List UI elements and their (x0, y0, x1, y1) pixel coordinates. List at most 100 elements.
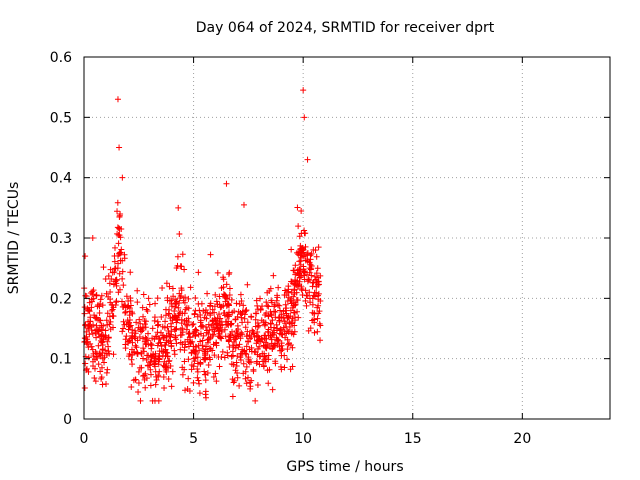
data-point (185, 295, 192, 302)
data-point (124, 317, 131, 324)
data-point (108, 276, 115, 283)
data-point (298, 208, 305, 215)
data-point (106, 280, 113, 287)
data-point (92, 378, 99, 385)
y-tick-label: 0 (63, 412, 72, 428)
data-point (177, 308, 184, 315)
data-point (115, 231, 122, 238)
data-point (114, 208, 121, 215)
data-point (272, 358, 279, 365)
data-point (209, 306, 216, 313)
data-point (143, 306, 150, 313)
y-tick-label: 0.6 (50, 50, 72, 66)
data-point (103, 290, 110, 297)
data-point (114, 224, 121, 231)
data-point (85, 354, 92, 361)
data-point (204, 309, 211, 316)
x-tick-label: 10 (294, 431, 312, 447)
data-point (141, 376, 148, 383)
data-point (149, 335, 156, 342)
data-point (142, 318, 149, 325)
data-point (288, 300, 295, 307)
data-point (111, 253, 118, 259)
data-point (86, 331, 93, 338)
data-point (246, 346, 253, 353)
data-point (105, 334, 112, 341)
data-point (283, 330, 290, 337)
data-point (300, 250, 307, 257)
data-point (252, 397, 259, 404)
data-point (278, 311, 285, 318)
x-tick-label: 20 (513, 431, 531, 447)
data-point (217, 315, 224, 322)
data-point (243, 380, 250, 387)
data-point (277, 307, 284, 314)
data-point (158, 348, 165, 355)
data-point (96, 350, 103, 357)
data-point (231, 308, 238, 315)
data-point (161, 363, 168, 370)
data-point (311, 293, 318, 300)
data-point (82, 322, 89, 329)
data-point (115, 289, 122, 296)
data-point (149, 397, 156, 404)
data-point (173, 265, 180, 272)
data-point (195, 269, 202, 276)
data-point (224, 311, 231, 318)
data-point (82, 360, 89, 367)
data-point (245, 358, 252, 365)
data-point (140, 313, 147, 320)
data-point (178, 287, 185, 294)
data-point (230, 379, 237, 386)
data-point (125, 339, 132, 346)
data-point (216, 363, 223, 370)
data-point (166, 357, 173, 364)
data-point (291, 314, 298, 321)
data-point (285, 283, 292, 290)
data-point (218, 284, 225, 291)
data-point (82, 292, 89, 299)
data-point (107, 289, 114, 296)
data-point (255, 322, 262, 329)
data-point (261, 335, 268, 342)
data-point (300, 87, 307, 94)
data-point (177, 339, 184, 346)
data-point (242, 375, 249, 382)
data-point (236, 301, 243, 308)
data-point (285, 314, 292, 321)
data-point (102, 332, 109, 339)
data-point (128, 384, 135, 391)
data-point (226, 269, 233, 276)
data-point (234, 374, 241, 381)
data-point (135, 324, 142, 331)
data-point (307, 325, 314, 332)
data-point (191, 311, 198, 318)
data-point (292, 271, 299, 278)
data-point (85, 306, 92, 313)
data-point (107, 296, 114, 303)
data-point (218, 353, 225, 360)
data-point (192, 332, 199, 339)
data-point (193, 350, 200, 357)
data-point (173, 325, 180, 332)
data-point (257, 352, 264, 359)
data-point (278, 340, 285, 347)
data-point (87, 318, 94, 325)
data-point (85, 344, 92, 351)
data-point (155, 321, 162, 328)
data-point (297, 261, 304, 268)
data-point (172, 326, 179, 333)
data-point (110, 324, 117, 331)
data-point (172, 314, 179, 321)
data-point (103, 380, 110, 387)
data-point (116, 270, 123, 277)
data-point (236, 382, 243, 389)
data-point (177, 346, 184, 353)
data-point (134, 350, 141, 357)
data-point (220, 276, 227, 283)
data-point (315, 274, 322, 281)
data-point (274, 341, 281, 348)
data-point (109, 306, 116, 313)
data-point (311, 273, 318, 280)
data-point (222, 318, 229, 325)
